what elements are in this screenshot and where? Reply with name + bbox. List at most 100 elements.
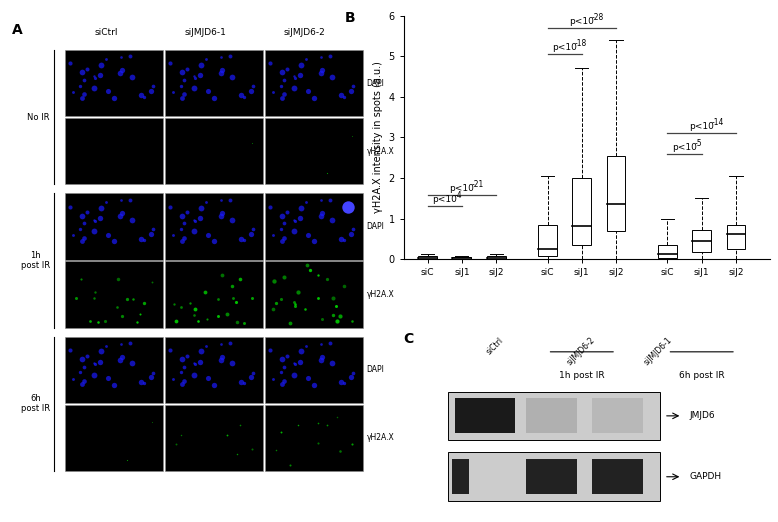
Point <box>170 440 183 448</box>
Point <box>187 72 200 80</box>
FancyBboxPatch shape <box>526 459 577 494</box>
Point <box>75 355 88 363</box>
Point <box>194 71 206 79</box>
Point <box>314 69 327 77</box>
Point <box>167 374 180 383</box>
Point <box>292 288 304 296</box>
FancyBboxPatch shape <box>447 392 661 440</box>
Point <box>302 87 314 96</box>
Point <box>187 311 200 319</box>
Point <box>312 270 324 279</box>
Point <box>275 355 288 363</box>
Bar <box>65 50 163 116</box>
Point <box>302 374 314 382</box>
Point <box>194 215 206 223</box>
Point <box>89 288 101 296</box>
Text: siCtrl: siCtrl <box>484 336 505 357</box>
Point <box>138 379 150 387</box>
Point <box>237 92 250 101</box>
Point <box>345 87 358 95</box>
Point <box>202 231 215 239</box>
Bar <box>65 337 163 403</box>
Point <box>312 419 324 427</box>
Point <box>338 92 350 101</box>
Point <box>278 219 290 228</box>
Point <box>208 238 220 246</box>
Point <box>164 60 177 68</box>
FancyBboxPatch shape <box>592 459 643 494</box>
Point <box>114 196 127 205</box>
Point <box>316 315 328 323</box>
Point <box>288 227 300 235</box>
Point <box>87 72 100 80</box>
Point <box>145 278 158 286</box>
Point <box>212 294 224 303</box>
Point <box>275 81 287 90</box>
Point <box>345 230 358 238</box>
Point <box>326 216 338 224</box>
Bar <box>165 193 263 259</box>
Point <box>294 215 307 223</box>
Text: DAPI: DAPI <box>366 222 384 231</box>
Point <box>268 231 280 240</box>
Point <box>347 82 359 90</box>
Point <box>187 84 200 92</box>
Point <box>75 236 88 245</box>
Point <box>214 69 226 77</box>
Bar <box>265 405 363 471</box>
Point <box>94 71 107 79</box>
Point <box>100 198 112 206</box>
Point <box>281 208 293 217</box>
Point <box>89 217 101 225</box>
Point <box>235 378 247 386</box>
Text: 6h post IR: 6h post IR <box>679 371 724 381</box>
Point <box>300 261 313 269</box>
Point <box>238 319 251 327</box>
Point <box>102 374 114 382</box>
Text: p<10: p<10 <box>672 143 697 152</box>
Point <box>278 362 290 371</box>
Point <box>67 374 79 383</box>
Point <box>220 310 233 318</box>
Point <box>174 368 187 376</box>
Point <box>230 318 243 326</box>
Point <box>288 298 300 306</box>
Text: A: A <box>12 23 23 37</box>
Point <box>135 91 147 100</box>
Point <box>124 52 136 61</box>
Point <box>167 300 180 308</box>
Point <box>215 340 227 348</box>
Point <box>212 312 224 320</box>
Point <box>316 352 328 361</box>
Point <box>194 204 207 212</box>
Text: -5: -5 <box>694 139 702 148</box>
Point <box>284 461 296 469</box>
Point <box>235 234 247 243</box>
Point <box>121 456 133 464</box>
Point <box>99 317 111 326</box>
Point <box>145 373 157 382</box>
Point <box>81 65 93 73</box>
Point <box>81 351 93 360</box>
Point <box>188 74 201 82</box>
Point <box>194 347 207 355</box>
FancyBboxPatch shape <box>538 225 557 256</box>
Point <box>164 346 177 354</box>
Point <box>111 275 124 283</box>
Point <box>267 305 279 313</box>
Text: -14: -14 <box>711 118 724 127</box>
Point <box>92 318 104 326</box>
Point <box>124 339 136 347</box>
Point <box>342 203 355 211</box>
Bar <box>265 337 363 403</box>
Point <box>275 380 288 388</box>
Point <box>95 347 107 355</box>
Point <box>226 216 238 224</box>
Point <box>295 61 307 69</box>
Text: -21: -21 <box>471 180 484 189</box>
Text: GAPDH: GAPDH <box>689 472 722 481</box>
Point <box>235 91 247 100</box>
Text: γH2A.X: γH2A.X <box>366 147 394 156</box>
Point <box>279 273 291 281</box>
Point <box>135 378 147 386</box>
